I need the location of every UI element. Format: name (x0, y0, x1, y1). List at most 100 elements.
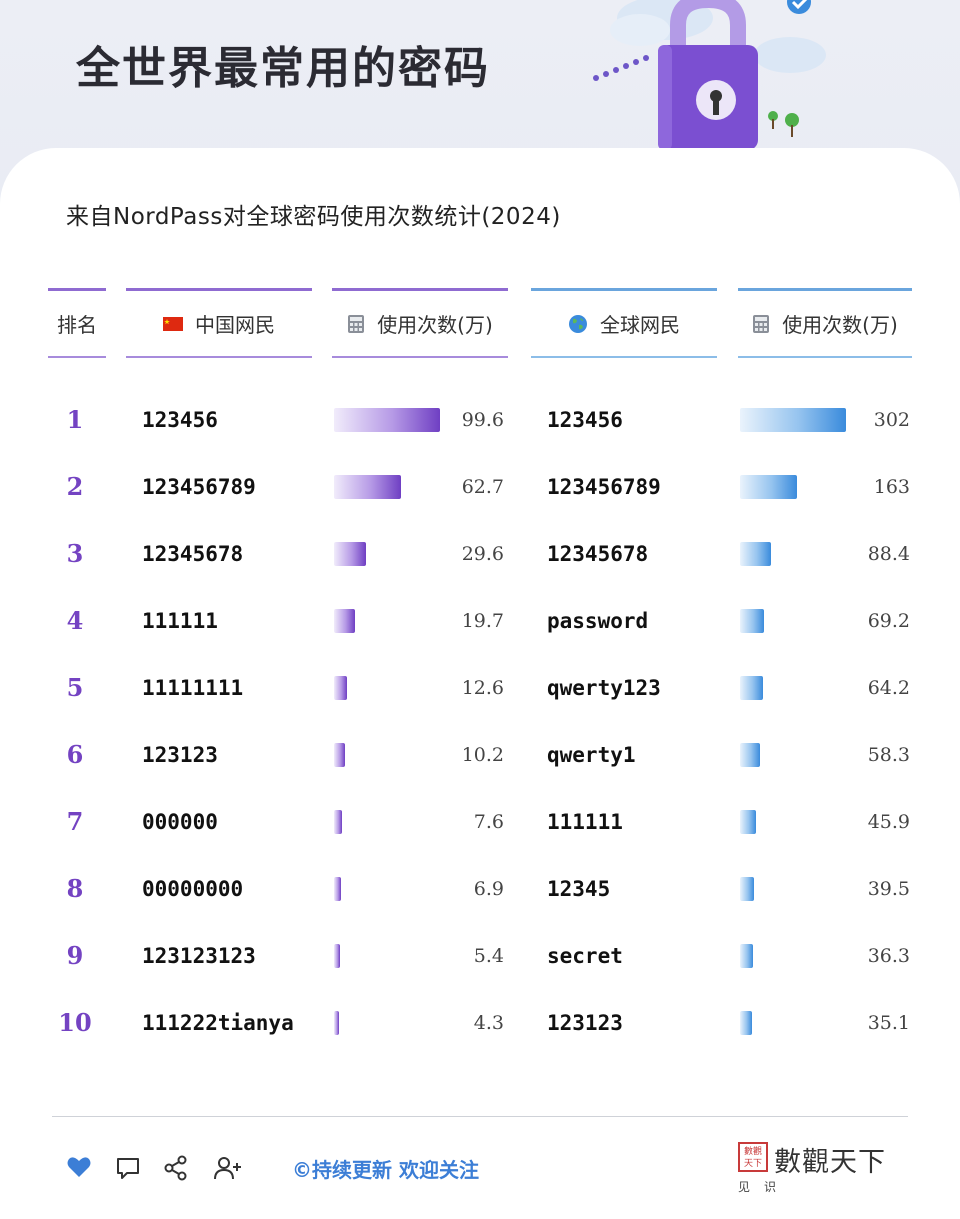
rank-number: 3 (66, 539, 84, 568)
table-row: 9 123123123 5.4 secret 36.3 (0, 936, 960, 976)
global-count-value: 69.2 (867, 610, 910, 632)
global-count-value: 58.3 (867, 744, 910, 766)
global-count-bar (740, 408, 846, 432)
rank-number: 9 (66, 941, 84, 970)
cn-count-bar (334, 542, 366, 566)
global-password: qwerty1 (547, 743, 636, 767)
cn-count-bar (334, 877, 342, 901)
cn-count-value: 19.7 (461, 610, 504, 632)
global-count-value: 88.4 (867, 543, 910, 565)
table-row: 5 11111111 12.6 qwerty123 64.2 (0, 668, 960, 708)
global-count-bar (740, 743, 761, 767)
table-row: 4 111111 19.7 password 69.2 (0, 601, 960, 641)
global-count-value: 36.3 (867, 945, 910, 967)
rank-number: 8 (66, 874, 84, 903)
follow-note: ©持续更新 欢迎关注 (292, 1158, 479, 1182)
global-password: 123456 (547, 408, 623, 432)
cn-count-value: 62.7 (461, 476, 504, 498)
lock-illustration (593, 0, 826, 150)
chart-subtitle: 来自NordPass对全球密码使用次数统计(2024) (66, 204, 561, 230)
globe-icon (568, 314, 588, 334)
header-global-count: 使用次数(万) (738, 288, 912, 358)
table-row: 6 123123 10.2 qwerty1 58.3 (0, 735, 960, 775)
cn-count-bar (334, 408, 440, 432)
header-cn-count: 使用次数(万) (332, 288, 508, 358)
rank-number: 1 (66, 405, 84, 434)
global-count-bar (740, 944, 753, 968)
calculator-icon (347, 314, 365, 334)
cn-count-bar (334, 609, 355, 633)
global-count-value: 45.9 (867, 811, 910, 833)
comment-icon[interactable] (115, 1155, 141, 1185)
global-count-bar (740, 810, 757, 834)
brand-name: 數觀天下 (774, 1147, 886, 1178)
cn-count-value: 99.6 (461, 409, 504, 431)
global-count-bar (740, 877, 754, 901)
global-password: secret (547, 944, 623, 968)
cn-count-value: 4.3 (473, 1012, 504, 1034)
cn-count-value: 7.6 (473, 811, 504, 833)
header-rank: 排名 (48, 288, 106, 358)
global-password: 123456789 (547, 475, 661, 499)
cn-count-value: 6.9 (473, 878, 504, 900)
cn-count-bar (334, 810, 343, 834)
cn-count-bar (334, 944, 340, 968)
cn-password: 123123123 (142, 944, 256, 968)
cn-password: 111111 (142, 609, 218, 633)
cn-password: 123456789 (142, 475, 256, 499)
brand-sub: 见识 (738, 1180, 791, 1194)
global-password: 12345678 (547, 542, 649, 566)
seal-stamp: 數觀天下 (738, 1142, 768, 1172)
china-flag-icon (163, 316, 183, 331)
cn-count-bar (334, 676, 348, 700)
global-count-bar (740, 475, 798, 499)
cn-password: 111222tianya (142, 1011, 294, 1035)
heart-icon[interactable] (66, 1155, 92, 1183)
table-row: 7 000000 7.6 111111 45.9 (0, 802, 960, 842)
header-global: 全球网民 (531, 288, 717, 358)
cn-count-bar (334, 1011, 339, 1035)
global-count-bar (740, 609, 765, 633)
cn-password: 000000 (142, 810, 218, 834)
cn-password: 11111111 (142, 676, 244, 700)
cn-count-value: 5.4 (473, 945, 504, 967)
global-count-bar (740, 542, 772, 566)
page-title: 全世界最常用的密码 (76, 43, 490, 94)
cn-count-value: 10.2 (461, 744, 504, 766)
share-icon[interactable] (163, 1155, 189, 1185)
global-password: qwerty123 (547, 676, 661, 700)
rank-number: 10 (58, 1008, 92, 1037)
global-password: password (547, 609, 649, 633)
cn-count-value: 29.6 (461, 543, 504, 565)
brand-logo: 數觀天下 數觀天下 见识 (738, 1140, 908, 1200)
global-count-value: 163 (873, 476, 910, 498)
content-card (0, 148, 960, 1219)
cn-password: 12345678 (142, 542, 244, 566)
table-row: 8 00000000 6.9 12345 39.5 (0, 869, 960, 909)
cn-count-bar (334, 475, 401, 499)
rank-number: 5 (66, 673, 84, 702)
rank-number: 2 (66, 472, 84, 501)
global-password: 111111 (547, 810, 623, 834)
rank-number: 6 (66, 740, 84, 769)
table-row: 1 123456 99.6 123456 302 (0, 400, 960, 440)
cn-count-bar (334, 743, 345, 767)
cn-password: 123123 (142, 743, 218, 767)
global-password: 12345 (547, 877, 611, 901)
cn-password: 00000000 (142, 877, 244, 901)
global-count-value: 35.1 (867, 1012, 910, 1034)
add-user-icon[interactable] (213, 1155, 243, 1185)
footer-divider (52, 1116, 908, 1117)
cn-password: 123456 (142, 408, 218, 432)
rank-number: 7 (66, 807, 84, 836)
hero-banner: 全世界最常用的密码 (0, 0, 960, 175)
global-password: 123123 (547, 1011, 623, 1035)
header-cn: 中国网民 (126, 288, 312, 358)
global-count-value: 39.5 (867, 878, 910, 900)
calculator-icon (752, 314, 770, 334)
global-count-value: 64.2 (867, 677, 910, 699)
global-count-bar (740, 1011, 753, 1035)
global-count-value: 302 (873, 409, 910, 431)
global-count-bar (740, 676, 763, 700)
cn-count-value: 12.6 (461, 677, 504, 699)
